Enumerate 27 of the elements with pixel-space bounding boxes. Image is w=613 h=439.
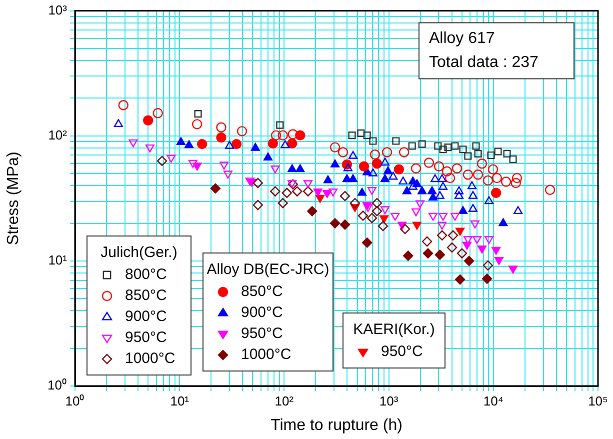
y-tick-label: 10² (48, 127, 68, 142)
legend-label: 950°C (381, 343, 424, 360)
legend-label: 900°C (241, 304, 284, 322)
legend-label: 900°C (125, 308, 168, 326)
annotation: Alloy 617 (429, 30, 495, 48)
y-tick-label: 10¹ (48, 252, 68, 268)
x-tick-label: 10² (274, 393, 294, 408)
x-tick-label: 10⁰ (65, 393, 85, 408)
legend-label: 850°C (241, 283, 284, 300)
legend-label: 850°C (125, 287, 168, 304)
x-axis-title: Time to rupture (h) (270, 416, 402, 434)
annotation: KAERI(Kor.) (353, 321, 435, 338)
annotation: Julich(Ger.) (100, 244, 178, 262)
legend-label: 950°C (125, 329, 168, 346)
legend-label: 1000°C (241, 346, 292, 364)
legend-label: 800°C (125, 266, 168, 284)
x-tick-label: 10¹ (170, 393, 190, 408)
annotation: Alloy DB(EC-JRC) (206, 261, 330, 278)
x-tick-label: 10⁴ (483, 393, 504, 408)
y-tick-label: 10³ (48, 2, 68, 18)
y-axis-title: Stress (MPa) (5, 152, 22, 246)
legend-label: 1000°C (125, 350, 176, 368)
legend-label: 950°C (241, 325, 284, 342)
y-tick-label: 10⁰ (48, 378, 67, 393)
x-tick-label: 10³ (379, 393, 399, 408)
x-tick-label: 10⁵ (588, 393, 608, 408)
annotation: Total data : 237 (429, 54, 539, 72)
